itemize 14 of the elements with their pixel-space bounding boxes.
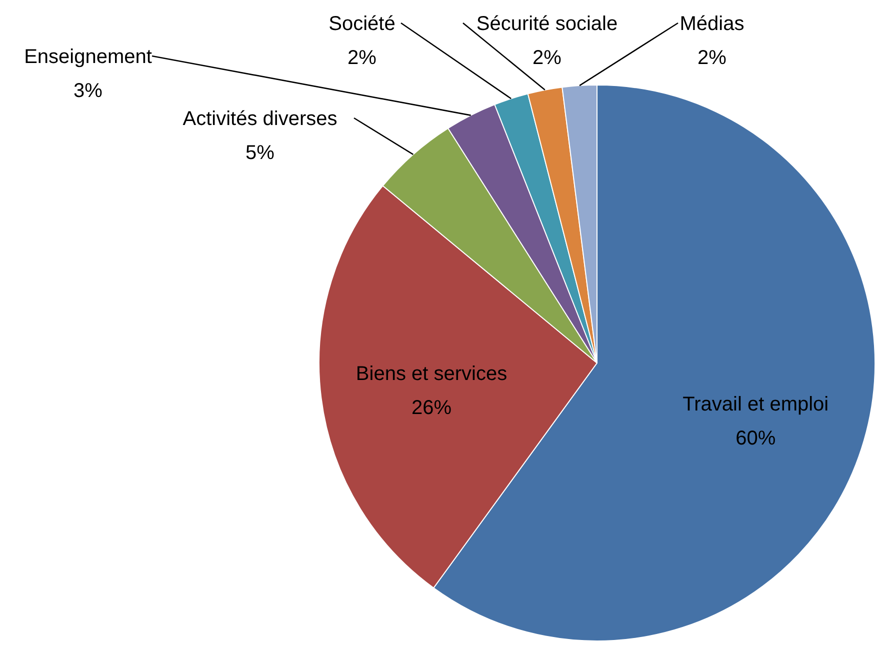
data-label: 5%: [246, 142, 275, 164]
slice-label: Médias: [680, 13, 744, 35]
data-label: 2%: [348, 47, 377, 69]
slice-label: Activités diverses: [182, 108, 338, 130]
slice-label: Société: [328, 13, 396, 35]
data-label: 3%: [74, 80, 103, 102]
data-label: 26%: [412, 396, 452, 419]
slice-label: Sécurité sociale: [476, 13, 618, 35]
slice-label: Travail et emploi: [682, 394, 829, 416]
data-label: 2%: [698, 47, 727, 69]
slice-label: Biens et services: [356, 362, 508, 385]
slice-label: Enseignement: [24, 46, 152, 68]
data-label: 60%: [736, 428, 776, 450]
data-label: 2%: [532, 47, 562, 69]
